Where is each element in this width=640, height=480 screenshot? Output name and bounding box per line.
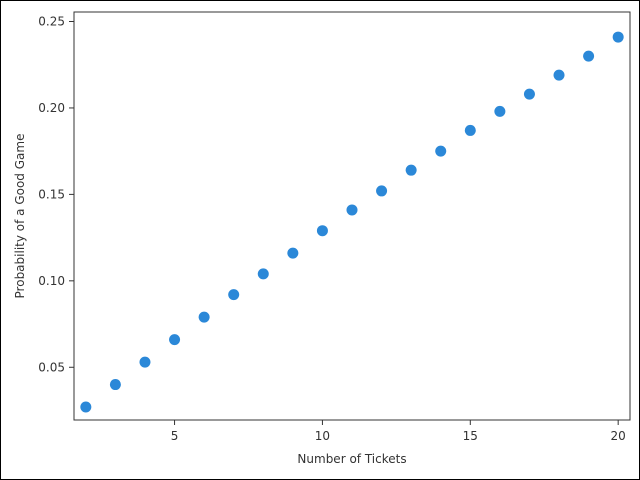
y-tick-label: 0.25: [38, 15, 65, 29]
y-axis-label: Probability of a Good Game: [13, 134, 27, 299]
data-point: [405, 164, 417, 176]
data-point: [109, 379, 121, 391]
data-point: [523, 88, 535, 100]
x-axis-label: Number of Tickets: [297, 452, 406, 466]
data-point: [316, 225, 328, 237]
x-tick-label: 15: [463, 429, 478, 443]
data-point: [228, 289, 240, 301]
x-axis: 5 10 15 20: [171, 420, 626, 443]
plot-area: [73, 11, 631, 421]
data-points: [80, 31, 624, 413]
y-tick-label: 0.10: [38, 274, 65, 288]
data-point: [464, 124, 476, 136]
data-point: [376, 185, 388, 197]
data-point: [80, 401, 92, 413]
data-point: [612, 31, 624, 43]
data-point: [494, 105, 506, 117]
data-point: [435, 145, 447, 157]
y-tick-label: 0.20: [38, 101, 65, 115]
x-tick-label: 20: [611, 429, 626, 443]
x-tick-label: 10: [315, 429, 330, 443]
data-point: [257, 268, 269, 280]
data-point: [287, 247, 299, 259]
y-tick-label: 0.15: [38, 187, 65, 201]
data-point: [139, 356, 151, 368]
x-tick-label: 5: [171, 429, 179, 443]
y-axis: 0.05 0.10 0.15 0.20 0.25: [38, 15, 74, 374]
data-point: [346, 204, 358, 216]
data-point: [198, 311, 210, 323]
data-point: [553, 69, 565, 81]
data-point: [169, 334, 181, 346]
data-point: [583, 50, 595, 62]
y-tick-label: 0.05: [38, 360, 65, 374]
